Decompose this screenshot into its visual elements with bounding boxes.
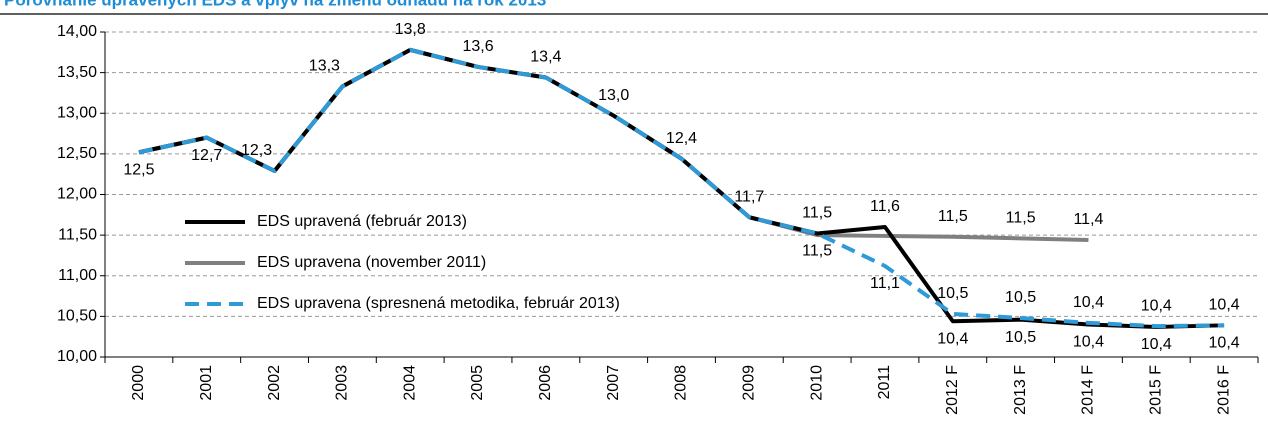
data-label: 11,6	[870, 198, 900, 215]
data-label: 13,3	[309, 58, 340, 75]
x-tick-label: 2012 F	[944, 365, 961, 415]
x-tick-label: 2002	[266, 365, 283, 401]
x-tick-label: 2001	[198, 365, 215, 401]
x-tick-label: 2010	[808, 365, 825, 401]
y-tick-label: 11,00	[58, 267, 97, 284]
data-label: 10,4	[1209, 297, 1240, 314]
x-tick-label: 2013 F	[1012, 365, 1029, 415]
x-tick-label: 2016 F	[1215, 365, 1232, 415]
x-tick-label: 2005	[469, 365, 486, 401]
legend-label: EDS upravena (spresnená metodika, februá…	[257, 295, 620, 312]
data-label: 13,6	[462, 38, 493, 55]
data-label: 10,5	[937, 285, 968, 302]
data-label: 11,7	[734, 188, 764, 205]
legend-label: EDS upravená (február 2013)	[257, 213, 467, 230]
series-line	[138, 47, 1225, 329]
x-tick-label: 2008	[673, 365, 690, 401]
data-label: 10,4	[1209, 335, 1240, 352]
x-tick-label: 2014 F	[1080, 365, 1097, 415]
x-tick-label: 2009	[741, 365, 758, 401]
data-label: 11,5	[802, 205, 832, 222]
y-tick-label: 10,50	[57, 308, 97, 325]
data-label: 11,1	[870, 275, 900, 292]
legend-label: EDS upravena (november 2011)	[257, 254, 486, 271]
data-label: 10,4	[1141, 336, 1172, 353]
y-tick-label: 11,50	[58, 226, 97, 243]
data-label: 11,5	[1006, 210, 1036, 227]
data-label: 13,0	[598, 87, 629, 104]
data-label: 10,5	[1005, 329, 1036, 346]
y-tick-label: 13,00	[57, 104, 97, 121]
y-tick-label: 10,00	[57, 348, 97, 365]
y-tick-label: 12,00	[57, 186, 97, 203]
x-tick-label: 2015 F	[1147, 365, 1164, 415]
series-line	[138, 47, 1225, 329]
x-tick-label: 2000	[130, 365, 147, 401]
data-label: 10,4	[937, 330, 968, 347]
x-tick-label: 2003	[334, 365, 351, 401]
data-label: 12,7	[191, 147, 222, 164]
x-tick-label: 2006	[537, 365, 554, 401]
data-label: 11,5	[802, 243, 832, 260]
data-label: 13,4	[530, 49, 561, 66]
data-label: 11,5	[938, 208, 968, 225]
data-label: 11,4	[1073, 211, 1103, 228]
data-label: 10,4	[1141, 297, 1172, 314]
data-label: 12,4	[666, 130, 697, 147]
data-label: 12,3	[241, 142, 272, 159]
data-label: 13,8	[395, 21, 426, 38]
data-label: 12,5	[123, 161, 154, 178]
data-label: 10,4	[1073, 294, 1104, 311]
x-tick-label: 2007	[605, 365, 622, 401]
y-tick-label: 14,00	[57, 23, 97, 40]
x-tick-label: 2011	[876, 365, 893, 400]
y-tick-label: 13,50	[57, 64, 97, 81]
x-tick-label: 2004	[401, 365, 418, 401]
y-tick-label: 12,50	[57, 145, 97, 162]
data-label: 10,4	[1073, 334, 1104, 351]
chart-title: Porovnanie upravených EDS a vplyv na zme…	[4, 0, 546, 9]
data-label: 10,5	[1005, 289, 1036, 306]
